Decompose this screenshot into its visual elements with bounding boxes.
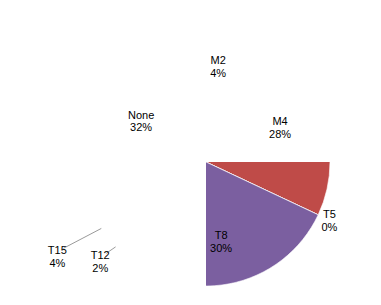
slice-name: T12 bbox=[91, 249, 110, 261]
slice-name: T15 bbox=[48, 244, 67, 256]
slice-name: M4 bbox=[272, 115, 287, 127]
data-label: T50% bbox=[321, 208, 337, 233]
pie-slice bbox=[206, 162, 318, 286]
slice-value: 0% bbox=[321, 221, 337, 233]
data-label: T154% bbox=[48, 244, 67, 269]
slice-value: 4% bbox=[210, 66, 226, 78]
slice-name: None bbox=[128, 109, 154, 121]
slice-name: M2 bbox=[210, 54, 225, 66]
data-label: T122% bbox=[91, 249, 110, 274]
data-label: M428% bbox=[269, 115, 291, 140]
data-label: None32% bbox=[128, 109, 154, 134]
slice-value: 30% bbox=[210, 242, 232, 254]
slice-name: T8 bbox=[215, 229, 228, 241]
data-labels: M24%M428%T50%T830%T122%T154%None32% bbox=[48, 54, 338, 274]
slice-value: 4% bbox=[49, 257, 65, 269]
data-label: M24% bbox=[210, 54, 226, 79]
slice-value: 2% bbox=[92, 262, 108, 274]
slices bbox=[206, 162, 330, 286]
slice-value: 32% bbox=[130, 121, 152, 133]
chart: M24%M428%T50%T830%T122%T154%None32% bbox=[0, 0, 381, 305]
data-label: T830% bbox=[210, 229, 232, 254]
slice-value: 28% bbox=[269, 128, 291, 140]
leader-line bbox=[63, 228, 101, 248]
slice-name: T5 bbox=[323, 208, 336, 220]
